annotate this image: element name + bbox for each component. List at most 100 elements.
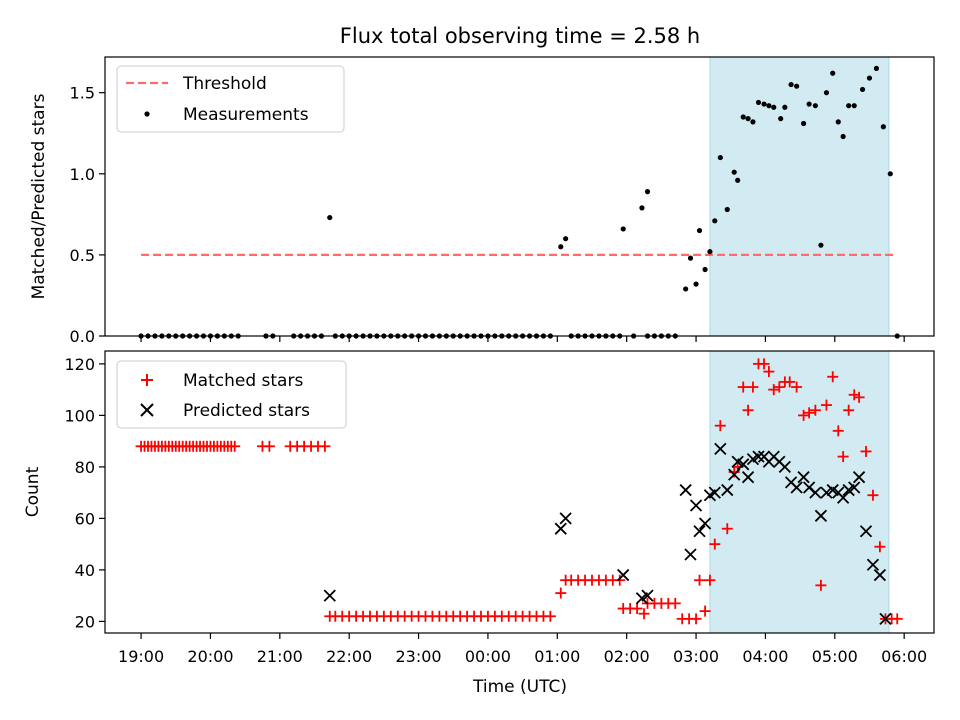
matched-star-marker — [832, 425, 844, 437]
measurement-point — [835, 119, 841, 125]
predicted-star-marker — [866, 558, 880, 571]
bottom-y-tick-label: 60 — [75, 509, 95, 528]
predicted-star-points — [323, 442, 892, 625]
predicted-star-marker — [714, 442, 727, 455]
x-tick-label: 19:00 — [118, 647, 164, 666]
measurement-point — [696, 227, 703, 234]
matched-star-marker — [690, 613, 702, 625]
measurement-point — [887, 171, 893, 177]
bottom-y-axis-label: Count — [23, 466, 43, 517]
legend-measurement-swatch — [144, 111, 150, 117]
measurement-point — [620, 226, 626, 232]
x-tick-label: 21:00 — [257, 647, 303, 666]
x-tick-label: 00:00 — [465, 647, 511, 666]
matched-star-marker — [714, 420, 726, 432]
measurement-point — [693, 281, 699, 287]
predicted-star-marker — [741, 471, 755, 484]
matched-star-marker — [319, 440, 331, 452]
legend-measurement-label: Measurements — [183, 105, 309, 125]
matched-star-marker — [803, 407, 815, 419]
x-tick-label: 23:00 — [396, 647, 442, 666]
bottom-y-tick-label: 100 — [64, 406, 95, 425]
matched-star-marker — [555, 587, 567, 599]
matched-star-marker — [853, 391, 865, 403]
matched-star-marker — [721, 523, 733, 535]
matched-star-marker — [544, 610, 556, 622]
matched-star-marker — [638, 608, 650, 620]
measurement-point — [840, 133, 846, 140]
measurement-point — [717, 154, 723, 161]
matched-star-marker — [709, 538, 721, 550]
measurement-point — [823, 90, 830, 96]
x-tick-label: 01:00 — [534, 647, 580, 666]
measurement-point — [794, 83, 800, 89]
measurement-point — [731, 169, 737, 175]
measurement-point — [788, 81, 794, 88]
legend-predicted-label: Predicted stars — [183, 401, 310, 421]
matched-star-marker — [614, 574, 626, 586]
measurement-point — [830, 70, 836, 76]
predicted-star-marker — [737, 458, 750, 471]
matched-star-marker — [758, 358, 770, 370]
matched-star-marker — [742, 404, 754, 416]
measurement-point — [761, 101, 767, 107]
measurement-point — [683, 286, 689, 292]
predicted-star-marker — [848, 481, 861, 494]
x-axis-label: Time (UTC) — [472, 677, 567, 697]
legend-matched-swatch — [141, 374, 153, 386]
matched-star-marker — [860, 445, 872, 457]
predicted-star-marker — [873, 568, 887, 582]
matched-star-marker — [843, 404, 855, 416]
x-tick-label: 04:00 — [742, 647, 788, 666]
matched-star-marker — [815, 579, 827, 591]
top-y-tick-label: 0.0 — [70, 327, 95, 346]
matched-star-marker — [874, 541, 886, 553]
x-tick-label: 03:00 — [673, 647, 719, 666]
predicted-star-marker — [859, 525, 873, 538]
predicted-star-marker — [689, 499, 703, 512]
predicted-star-marker — [684, 548, 697, 561]
measurement-point — [771, 104, 777, 110]
x-tick-label: 05:00 — [812, 647, 858, 666]
measurement-point — [740, 114, 746, 120]
measurement-point — [766, 103, 772, 109]
top-panel: 0.0 0.5 1.0 1.5 Matched/Predicted stars — [29, 56, 935, 346]
top-y-tick-label: 0.5 — [70, 246, 95, 265]
legend-predicted-swatch — [140, 403, 154, 417]
matched-star-marker — [891, 613, 903, 625]
bottom-panel: 20 40 60 80 100 120 19:00 20:00 21:00 22:00 23:00 0… — [23, 350, 935, 697]
matched-star-marker — [669, 597, 681, 609]
predicted-star-marker — [323, 589, 336, 602]
measurement-point — [866, 75, 873, 81]
matched-star-marker — [784, 376, 796, 388]
predicted-star-marker — [797, 471, 810, 484]
matched-star-marker — [768, 384, 780, 396]
matched-star-marker — [704, 574, 716, 586]
measurement-point — [818, 242, 824, 248]
legend-matched-label: Matched stars — [183, 371, 303, 391]
bottom-y-tick-label: 80 — [75, 458, 95, 477]
measurement-point — [859, 86, 866, 93]
matched-star-marker — [820, 399, 832, 411]
top-legend: Threshold Measurements — [116, 65, 345, 133]
matched-star-marker — [827, 371, 839, 383]
measurement-point — [873, 65, 880, 71]
predicted-star-marker — [728, 468, 741, 481]
matched-star-marker — [791, 381, 803, 393]
matched-star-marker — [699, 605, 711, 617]
x-tick-label: 20:00 — [187, 647, 233, 666]
measurement-point — [750, 119, 756, 125]
measurement-point — [639, 205, 645, 211]
measurement-point — [782, 104, 788, 110]
measurement-point — [644, 189, 651, 195]
measurement-point — [712, 218, 718, 224]
measurement-point — [806, 101, 812, 107]
bottom-y-tick-label: 20 — [75, 612, 95, 631]
highlight-span-bottom — [709, 350, 890, 634]
matched-star-marker — [747, 381, 759, 393]
measurement-point — [558, 244, 564, 250]
predicted-star-marker — [752, 450, 765, 463]
top-y-axis-label: Matched/Predicted stars — [29, 93, 49, 299]
matched-star-marker — [848, 389, 860, 401]
